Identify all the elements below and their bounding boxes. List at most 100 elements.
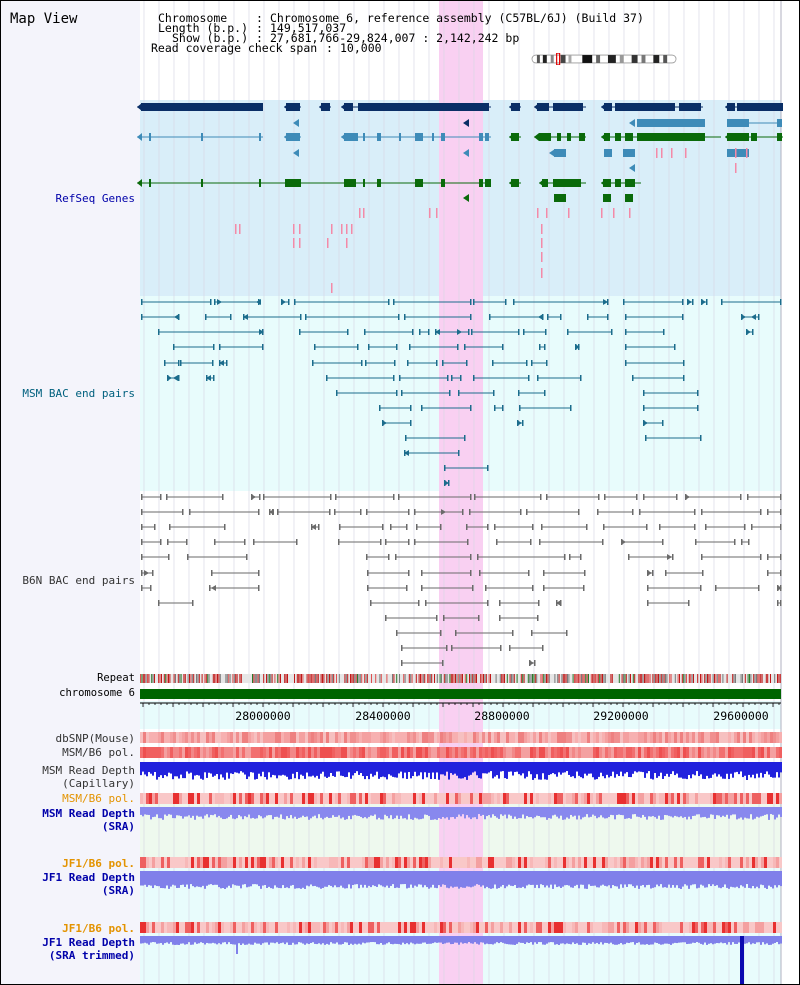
- jf1-trim-bar: [166, 936, 168, 943]
- msm-pol-sra-heat: [419, 793, 422, 804]
- msm-depth-cap-bar: [506, 762, 508, 779]
- repeat-mark: [572, 674, 574, 683]
- dbsnp-heat: [257, 732, 260, 743]
- repeat-mark: [536, 674, 538, 683]
- repeat-mark: [469, 674, 470, 683]
- msm-pol-sra-heat: [635, 793, 638, 804]
- bac-end: [472, 585, 474, 591]
- jf1-pol-2-heat: [428, 922, 431, 933]
- jf1-pol-heat: [632, 857, 635, 868]
- jf1-depth-bar: [198, 871, 200, 887]
- msm-depth-cap-bar: [432, 762, 434, 773]
- jf1-depth-bar: [148, 871, 150, 886]
- msm-pol-heat: [155, 747, 158, 758]
- msm-pol-sra-heat: [719, 793, 722, 804]
- gene-exon: [615, 179, 621, 187]
- msm-pol-sra-heat: [176, 793, 179, 804]
- jf1-trim-bar: [642, 936, 644, 945]
- jf1-pol-2-heat: [380, 922, 383, 933]
- msm-depth-cap-bar: [498, 762, 500, 779]
- repeat-mark: [677, 674, 679, 683]
- msm-pol-heat: [173, 747, 176, 758]
- repeat-mark: [718, 674, 720, 683]
- bac-end: [210, 299, 212, 305]
- bac-end: [780, 570, 782, 576]
- jf1-pol-2-heat: [404, 922, 407, 933]
- msm-depth-sra-bar: [744, 807, 746, 818]
- msm-depth-cap-bar: [178, 762, 180, 779]
- jf1-pol-heat: [176, 857, 179, 868]
- msm-depth-sra-bar: [326, 807, 328, 817]
- repeat-mark: [464, 674, 466, 683]
- msm-pol-sra-heat: [347, 793, 350, 804]
- jf1-pol-heat: [299, 857, 302, 868]
- jf1-depth-bar: [588, 871, 590, 885]
- msm-pol-heat: [686, 747, 689, 758]
- track-label-refseq[interactable]: RefSeq Genes: [55, 192, 135, 205]
- msm-pol-heat: [479, 747, 482, 758]
- jf1-pol-heat: [620, 857, 623, 868]
- dbsnp-heat: [191, 732, 194, 743]
- track-label-msm-bac[interactable]: MSM BAC end pairs: [22, 387, 135, 400]
- track-label-b6n-bac[interactable]: B6N BAC end pairs: [22, 574, 135, 587]
- gene-exon: [201, 133, 203, 141]
- repeat-mark: [652, 674, 654, 683]
- msm-depth-sra-bar: [724, 807, 726, 817]
- jf1-pol-2-heat: [683, 922, 686, 933]
- repeat-mark: [662, 674, 664, 683]
- jf1-depth-bar: [484, 871, 486, 889]
- msm-pol-sra-heat: [155, 793, 158, 804]
- bac-end: [213, 375, 215, 381]
- jf1-trim-bar: [508, 936, 510, 945]
- jf1-depth-bar: [494, 871, 496, 885]
- dbsnp-heat: [710, 732, 713, 743]
- repeat-mark: [187, 674, 189, 683]
- jf1-depth-bar: [360, 871, 362, 885]
- msm-pol-sra-heat: [296, 793, 299, 804]
- dbsnp-heat: [164, 732, 167, 743]
- bac-end: [396, 630, 398, 636]
- jf1-depth-bar: [166, 871, 168, 886]
- msm-depth-sra-bar: [420, 807, 422, 820]
- repeat-mark: [663, 674, 665, 683]
- jf1-pol-2-heat: [704, 922, 707, 933]
- bac-end: [258, 585, 260, 591]
- jf1-depth-bar: [660, 871, 662, 885]
- jf1-trim-bar: [162, 936, 164, 945]
- dbsnp-heat: [548, 732, 551, 743]
- dbsnp-heat: [524, 732, 527, 743]
- msm-depth-sra-bar: [314, 807, 316, 816]
- repeat-mark: [422, 674, 424, 683]
- jf1-depth-bar: [554, 871, 556, 885]
- repeat-mark: [742, 674, 743, 683]
- jf1-trim-bar: [628, 936, 630, 944]
- jf1-trim-bar: [450, 936, 452, 945]
- msm-pol-heat: [434, 747, 437, 758]
- msm-depth-sra-bar: [620, 807, 622, 816]
- dbsnp-heat: [401, 732, 404, 743]
- chromosome-ideogram[interactable]: [531, 53, 679, 65]
- repeat-mark: [529, 674, 531, 683]
- repeat-mark: [298, 674, 300, 683]
- jf1-trim-bar: [428, 936, 430, 944]
- axis-tick-label: 29200000: [593, 709, 649, 723]
- jf1-trim-bar: [292, 936, 294, 943]
- jf1-pol-heat: [689, 857, 692, 868]
- msm-depth-sra-bar: [684, 807, 686, 817]
- msm-depth-cap-bar: [682, 762, 684, 779]
- jf1-trim-bar: [490, 936, 492, 945]
- jf1-depth-bar: [246, 871, 248, 888]
- msm-pol-heat: [275, 747, 278, 758]
- msm-depth-cap-bar: [686, 762, 688, 780]
- repeat-mark: [501, 674, 503, 683]
- repeat-mark: [512, 674, 514, 683]
- jf1-depth-bar: [402, 871, 404, 885]
- jf1-trim-bar: [140, 936, 142, 944]
- gene-exon: [679, 103, 701, 111]
- jf1-depth-bar: [356, 871, 358, 885]
- jf1-pol-2-heat: [260, 922, 263, 933]
- jf1-trim-bar: [444, 936, 446, 944]
- msm-depth-cap-bar: [720, 762, 722, 777]
- jf1-trim-bar: [222, 936, 224, 943]
